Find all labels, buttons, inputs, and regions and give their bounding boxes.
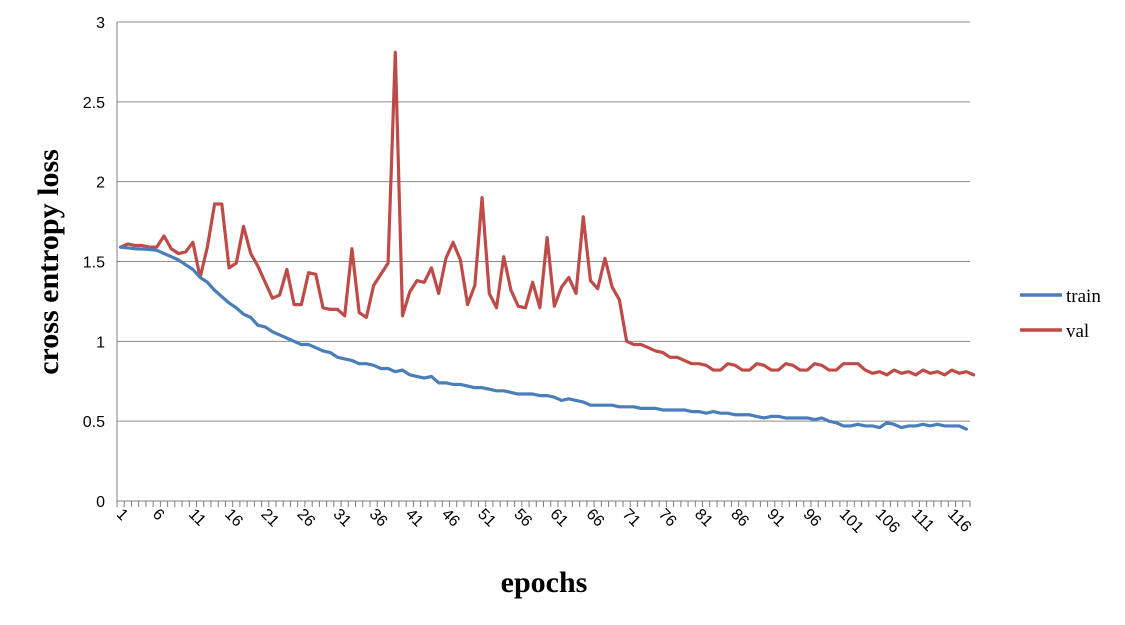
x-tick-label: 116 [944,506,974,536]
x-tick-label: 1 [113,506,131,524]
y-tick-label: 1 [96,334,105,351]
x-tick-label: 31 [330,506,355,531]
legend: train val [1020,286,1101,342]
x-tick-label: 46 [438,506,463,531]
y-tick-label: 1.5 [83,255,105,272]
x-tick-label: 81 [691,506,716,531]
y-tick-label: 2 [96,175,105,192]
x-tick-label: 6 [149,506,167,524]
x-tick-label: 61 [547,506,572,531]
x-tick-label: 16 [221,506,246,531]
axes [116,22,971,507]
y-tick-labels: 0 0.5 1 1.5 2 2.5 3 [83,15,105,511]
y-axis-title: cross entropy loss [32,149,65,375]
x-tick-label: 56 [510,506,535,531]
x-tick-label: 66 [583,506,608,531]
gridlines [117,21,970,422]
x-tick-label: 101 [836,506,867,537]
x-tick-labels: 1 6 11 16 21 26 31 36 41 46 51 56 61 66 71 76 81 86 91 96 10… [113,506,974,537]
x-tick-label: 11 [185,506,209,530]
y-tick-label: 0 [96,494,105,511]
x-axis-title: epochs [501,566,588,599]
x-tick-label: 21 [257,506,282,531]
series-lines [119,50,976,431]
series-line-val [119,50,976,377]
x-tick-label: 51 [474,506,499,531]
x-tick-label: 36 [366,506,391,531]
x-tick-label: 76 [655,506,680,531]
legend-label-train: train [1066,286,1101,307]
x-tick-label: 41 [402,506,427,531]
y-tick-label: 3 [96,15,105,32]
legend-label-val: val [1066,321,1089,342]
x-tick-label: 91 [763,506,788,531]
x-tick-label: 96 [800,506,825,531]
x-tick-label: 71 [619,506,644,531]
x-tick-label: 111 [908,506,937,535]
series-line-train [119,245,968,431]
x-tick-label: 86 [727,506,752,531]
y-tick-label: 0.5 [83,414,105,431]
x-tick-label: 26 [294,506,319,531]
x-tick-label: 106 [872,506,903,537]
y-tick-label: 2.5 [83,95,105,112]
